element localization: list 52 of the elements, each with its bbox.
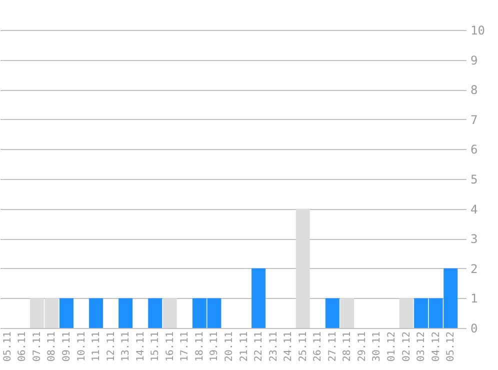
x-tick-label: 26.11 bbox=[312, 332, 324, 362]
x-tick-label: 30.11 bbox=[372, 332, 383, 362]
bar bbox=[296, 208, 310, 328]
y-tick-label: 6 bbox=[470, 142, 478, 157]
x-tick-label: 22.11 bbox=[254, 332, 265, 362]
x-tick-label: 08.11 bbox=[46, 332, 58, 362]
y-tick-label: 8 bbox=[470, 83, 478, 98]
x-tick-label: 07.11 bbox=[32, 332, 43, 362]
x-tick-label: 20.11 bbox=[224, 332, 235, 362]
bar bbox=[325, 298, 340, 328]
y-tick-label: 10 bbox=[470, 24, 485, 38]
x-tick-label: 13.11 bbox=[120, 332, 132, 362]
bar bbox=[340, 298, 354, 328]
x-tick-label: 03.12 bbox=[416, 332, 428, 362]
x-tick-label: 18.11 bbox=[194, 332, 206, 362]
x-tick-label: 28.11 bbox=[342, 332, 354, 362]
x-tick-label: 29.11 bbox=[356, 332, 368, 362]
y-tick-label: 0 bbox=[470, 322, 478, 336]
y-tick-label: 4 bbox=[470, 202, 478, 216]
x-tick-label: 12.11 bbox=[106, 332, 117, 362]
x-tick-label: 05.12 bbox=[446, 332, 457, 362]
x-tick-label: 21.11 bbox=[238, 332, 250, 362]
y-tick-label: 1 bbox=[470, 292, 478, 306]
bar bbox=[59, 298, 74, 328]
x-tick-label: 16.11 bbox=[164, 332, 176, 362]
x-tick-label: 14.11 bbox=[135, 332, 146, 362]
x-tick-label: 23.11 bbox=[268, 332, 280, 362]
x-tick-label: 06.11 bbox=[17, 332, 28, 362]
x-tick-label: 02.12 bbox=[401, 332, 412, 362]
y-tick-label: 2 bbox=[470, 262, 478, 276]
y-tick-label: 7 bbox=[470, 112, 478, 127]
x-tick-label: 04.12 bbox=[430, 332, 442, 362]
x-tick-label: 19.11 bbox=[209, 332, 220, 362]
x-tick-label: 15.11 bbox=[150, 332, 162, 362]
bar bbox=[252, 268, 266, 328]
x-tick-label: 11.11 bbox=[91, 332, 102, 362]
x-tick-label: 27.11 bbox=[327, 332, 338, 362]
bar bbox=[118, 298, 133, 328]
x-tick-label: 01.12 bbox=[386, 332, 398, 362]
x-tick-label: 05.11 bbox=[2, 332, 14, 362]
y-tick-label: 5 bbox=[470, 172, 478, 186]
x-tick-label: 09.11 bbox=[61, 332, 72, 362]
x-tick-label: 17.11 bbox=[180, 332, 191, 362]
bar bbox=[89, 298, 104, 328]
x-tick-label: 24.11 bbox=[283, 332, 294, 362]
bar bbox=[399, 298, 414, 328]
y-tick-label: 3 bbox=[470, 232, 478, 246]
y-tick-label: 9 bbox=[470, 53, 478, 68]
x-tick-label: 10.11 bbox=[76, 332, 88, 362]
x-tick-label: 25.11 bbox=[298, 332, 309, 362]
bar bbox=[162, 298, 177, 328]
bar bbox=[148, 298, 162, 328]
